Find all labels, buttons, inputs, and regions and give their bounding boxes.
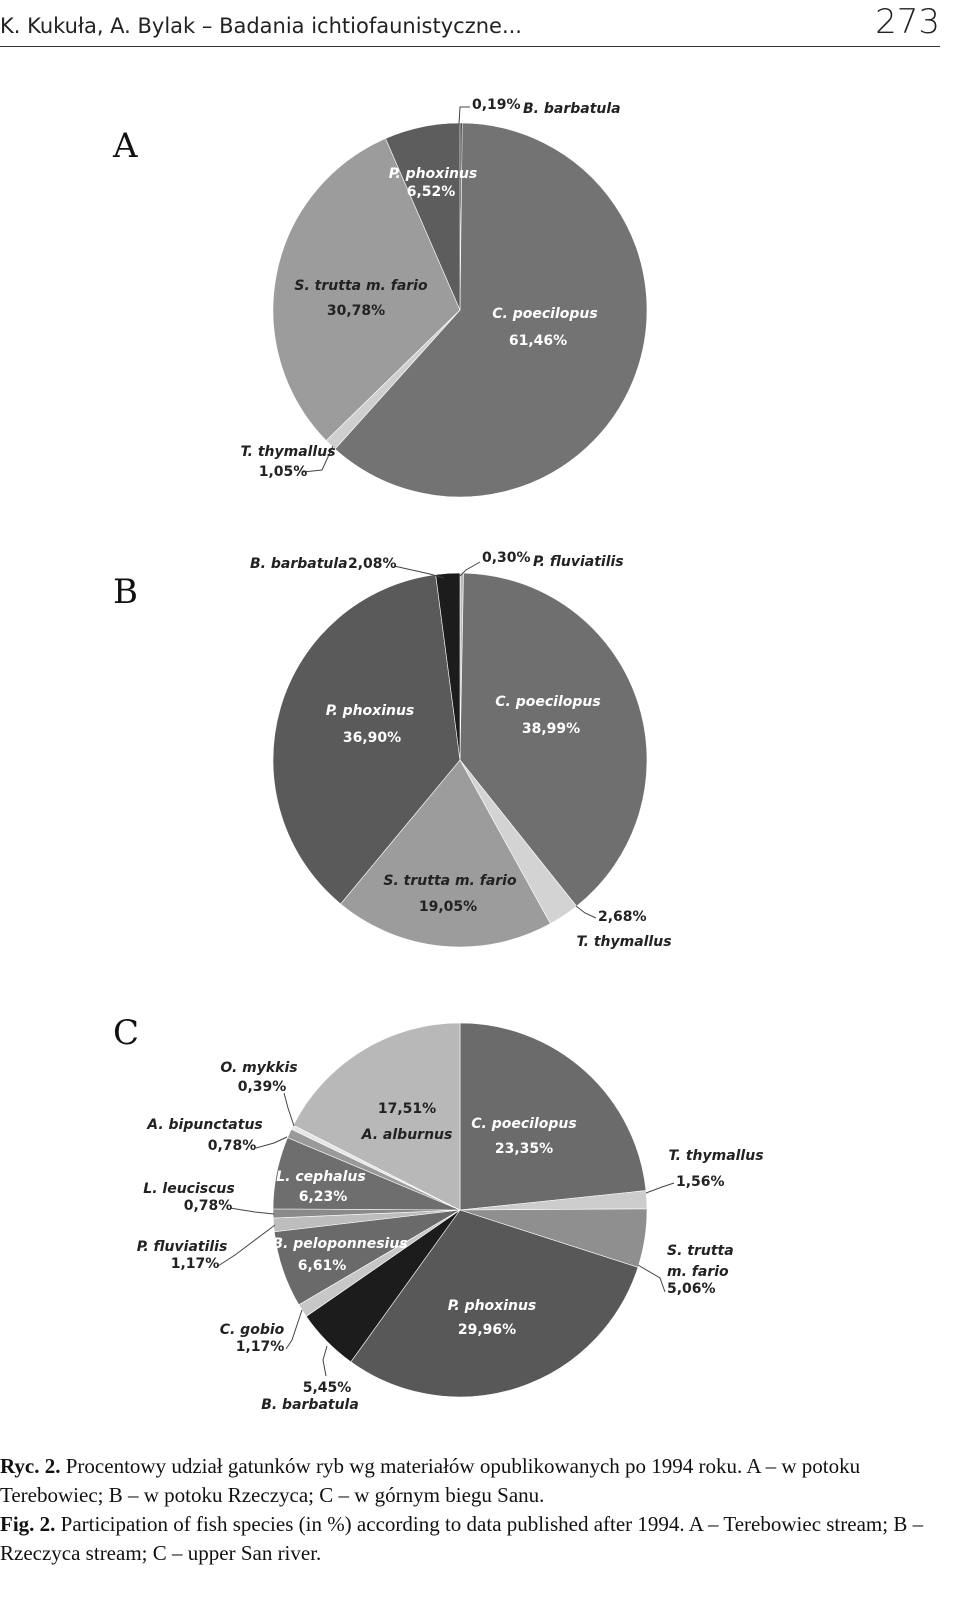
slice-label-name: A. bipunctatus [146, 1117, 263, 1133]
pie-slice [459, 572, 648, 907]
slice-label-value: 0,39% [238, 1079, 287, 1095]
caption-english-prefix: Fig. 2. [0, 1512, 56, 1536]
running-header-authors: K. Kukuła, A. Bylak – Badania ichtiofaun… [0, 14, 522, 38]
leader-line [283, 1092, 295, 1127]
pie-slice [350, 1209, 639, 1398]
pie-slice [272, 138, 461, 441]
figure-caption: Ryc. 2. Procentowy udział gatunków ryb w… [0, 1452, 948, 1568]
slice-label-value: 6,61% [298, 1258, 347, 1274]
slice-label-name: S. trutta m. fario [383, 873, 517, 889]
slice-label-value: 23,35% [495, 1141, 553, 1157]
leader-line [229, 1207, 275, 1215]
slice-label-name: T. thymallus [576, 934, 671, 950]
pie-slice [272, 574, 461, 905]
slice-label-name: C. poecilopus [471, 1116, 576, 1132]
slice-label-name: A. alburnus [361, 1127, 453, 1143]
slice-label-name: B. barbatula [523, 101, 621, 117]
slice-label-name: L. leuciscus [143, 1181, 234, 1197]
caption-english-text: Participation of fish species (in %) acc… [0, 1512, 924, 1565]
panel-letter-b: B [113, 572, 138, 612]
slice-label-name: B. barbatula [261, 1397, 359, 1413]
slice-label-value: 2,68% [598, 909, 647, 925]
leader-line [637, 1264, 666, 1293]
slice-label-name: T. thymallus [240, 444, 335, 460]
slice-label-value: 17,51% [378, 1101, 436, 1117]
slice-label-value: 30,78% [327, 303, 385, 319]
slice-label-value: 0,30% [482, 550, 531, 566]
slice-label-value: 0,78% [208, 1138, 257, 1154]
pie-slice [459, 1022, 647, 1211]
slice-label-value: 38,99% [522, 721, 580, 737]
slice-label-name: S. trutta [667, 1243, 734, 1259]
pie-slice [292, 1022, 461, 1211]
slice-label-name: P. fluviatilis [533, 554, 624, 570]
slice-label-name: L. cephalus [276, 1169, 365, 1185]
slice-label-value: 36,90% [343, 730, 401, 746]
slice-label-name: P. phoxinus [448, 1298, 537, 1314]
slice-label-value: 6,52% [407, 184, 456, 200]
slice-label-value: 1,17% [171, 1256, 220, 1272]
panel-letter-a: A [112, 126, 138, 166]
slice-label-name: P. fluviatilis [137, 1239, 228, 1255]
pie-slice [334, 122, 648, 498]
caption-polish: Ryc. 2. Procentowy udział gatunków ryb w… [0, 1452, 948, 1510]
slice-label-value: 2,08% [348, 556, 397, 572]
slice-label-name: B. barbatula [250, 556, 348, 572]
slice-label-name: P. phoxinus [389, 166, 478, 182]
pie-slice [340, 759, 551, 948]
leader-line [459, 561, 481, 577]
pie-chart-c: C C. poecilopus 23,35% T. thymallus 1,56% S. … [113, 1013, 764, 1413]
leader-line [322, 1345, 328, 1377]
leader-line [575, 905, 597, 919]
slice-label-value: 29,96% [458, 1322, 516, 1338]
caption-english: Fig. 2. Participation of fish species (i… [0, 1510, 948, 1568]
leader-line [645, 1182, 675, 1194]
slice-label-name: S. trutta m. fario [294, 278, 428, 294]
slice-label-value: 1,56% [676, 1174, 725, 1190]
slice-label-value: 5,06% [667, 1281, 716, 1297]
slice-label-value: 0,78% [184, 1198, 233, 1214]
running-header: K. Kukuła, A. Bylak – Badania ichtiofaun… [0, 0, 940, 47]
slice-label-name: O. mykkis [220, 1060, 297, 1076]
leader-line [285, 1309, 303, 1350]
caption-polish-prefix: Ryc. 2. [0, 1454, 61, 1478]
slice-label-name: B. peloponnesius [272, 1236, 407, 1252]
pie-slice [385, 122, 461, 311]
leader-line [217, 1224, 276, 1267]
leader-line [393, 565, 445, 579]
caption-polish-text: Procentowy udział gatunków ryb wg materi… [0, 1454, 861, 1507]
slice-label-name: C. poecilopus [495, 694, 600, 710]
page-number: 273 [875, 2, 940, 42]
panel-letter-c: C [113, 1013, 139, 1053]
leader-line [458, 106, 470, 125]
slice-label-name: C. poecilopus [492, 306, 597, 322]
slice-label-value: 1,05% [259, 464, 308, 480]
slice-label-value: 1,17% [236, 1339, 285, 1355]
slice-label-value: 19,05% [419, 899, 477, 915]
leader-line [255, 1136, 288, 1149]
slice-label-name: m. fario [667, 1264, 729, 1280]
slice-label-value: 5,45% [303, 1380, 352, 1396]
slice-label-value: 0,19% [472, 97, 521, 113]
slice-label-value: 6,23% [299, 1189, 348, 1205]
slice-label-name: T. thymallus [668, 1148, 763, 1164]
pie-slice [435, 572, 461, 761]
leader-line [302, 445, 334, 473]
slice-label-name: P. phoxinus [326, 703, 415, 719]
slice-label-value: 61,46% [509, 333, 567, 349]
slice-label-name: C. gobio [220, 1322, 285, 1338]
